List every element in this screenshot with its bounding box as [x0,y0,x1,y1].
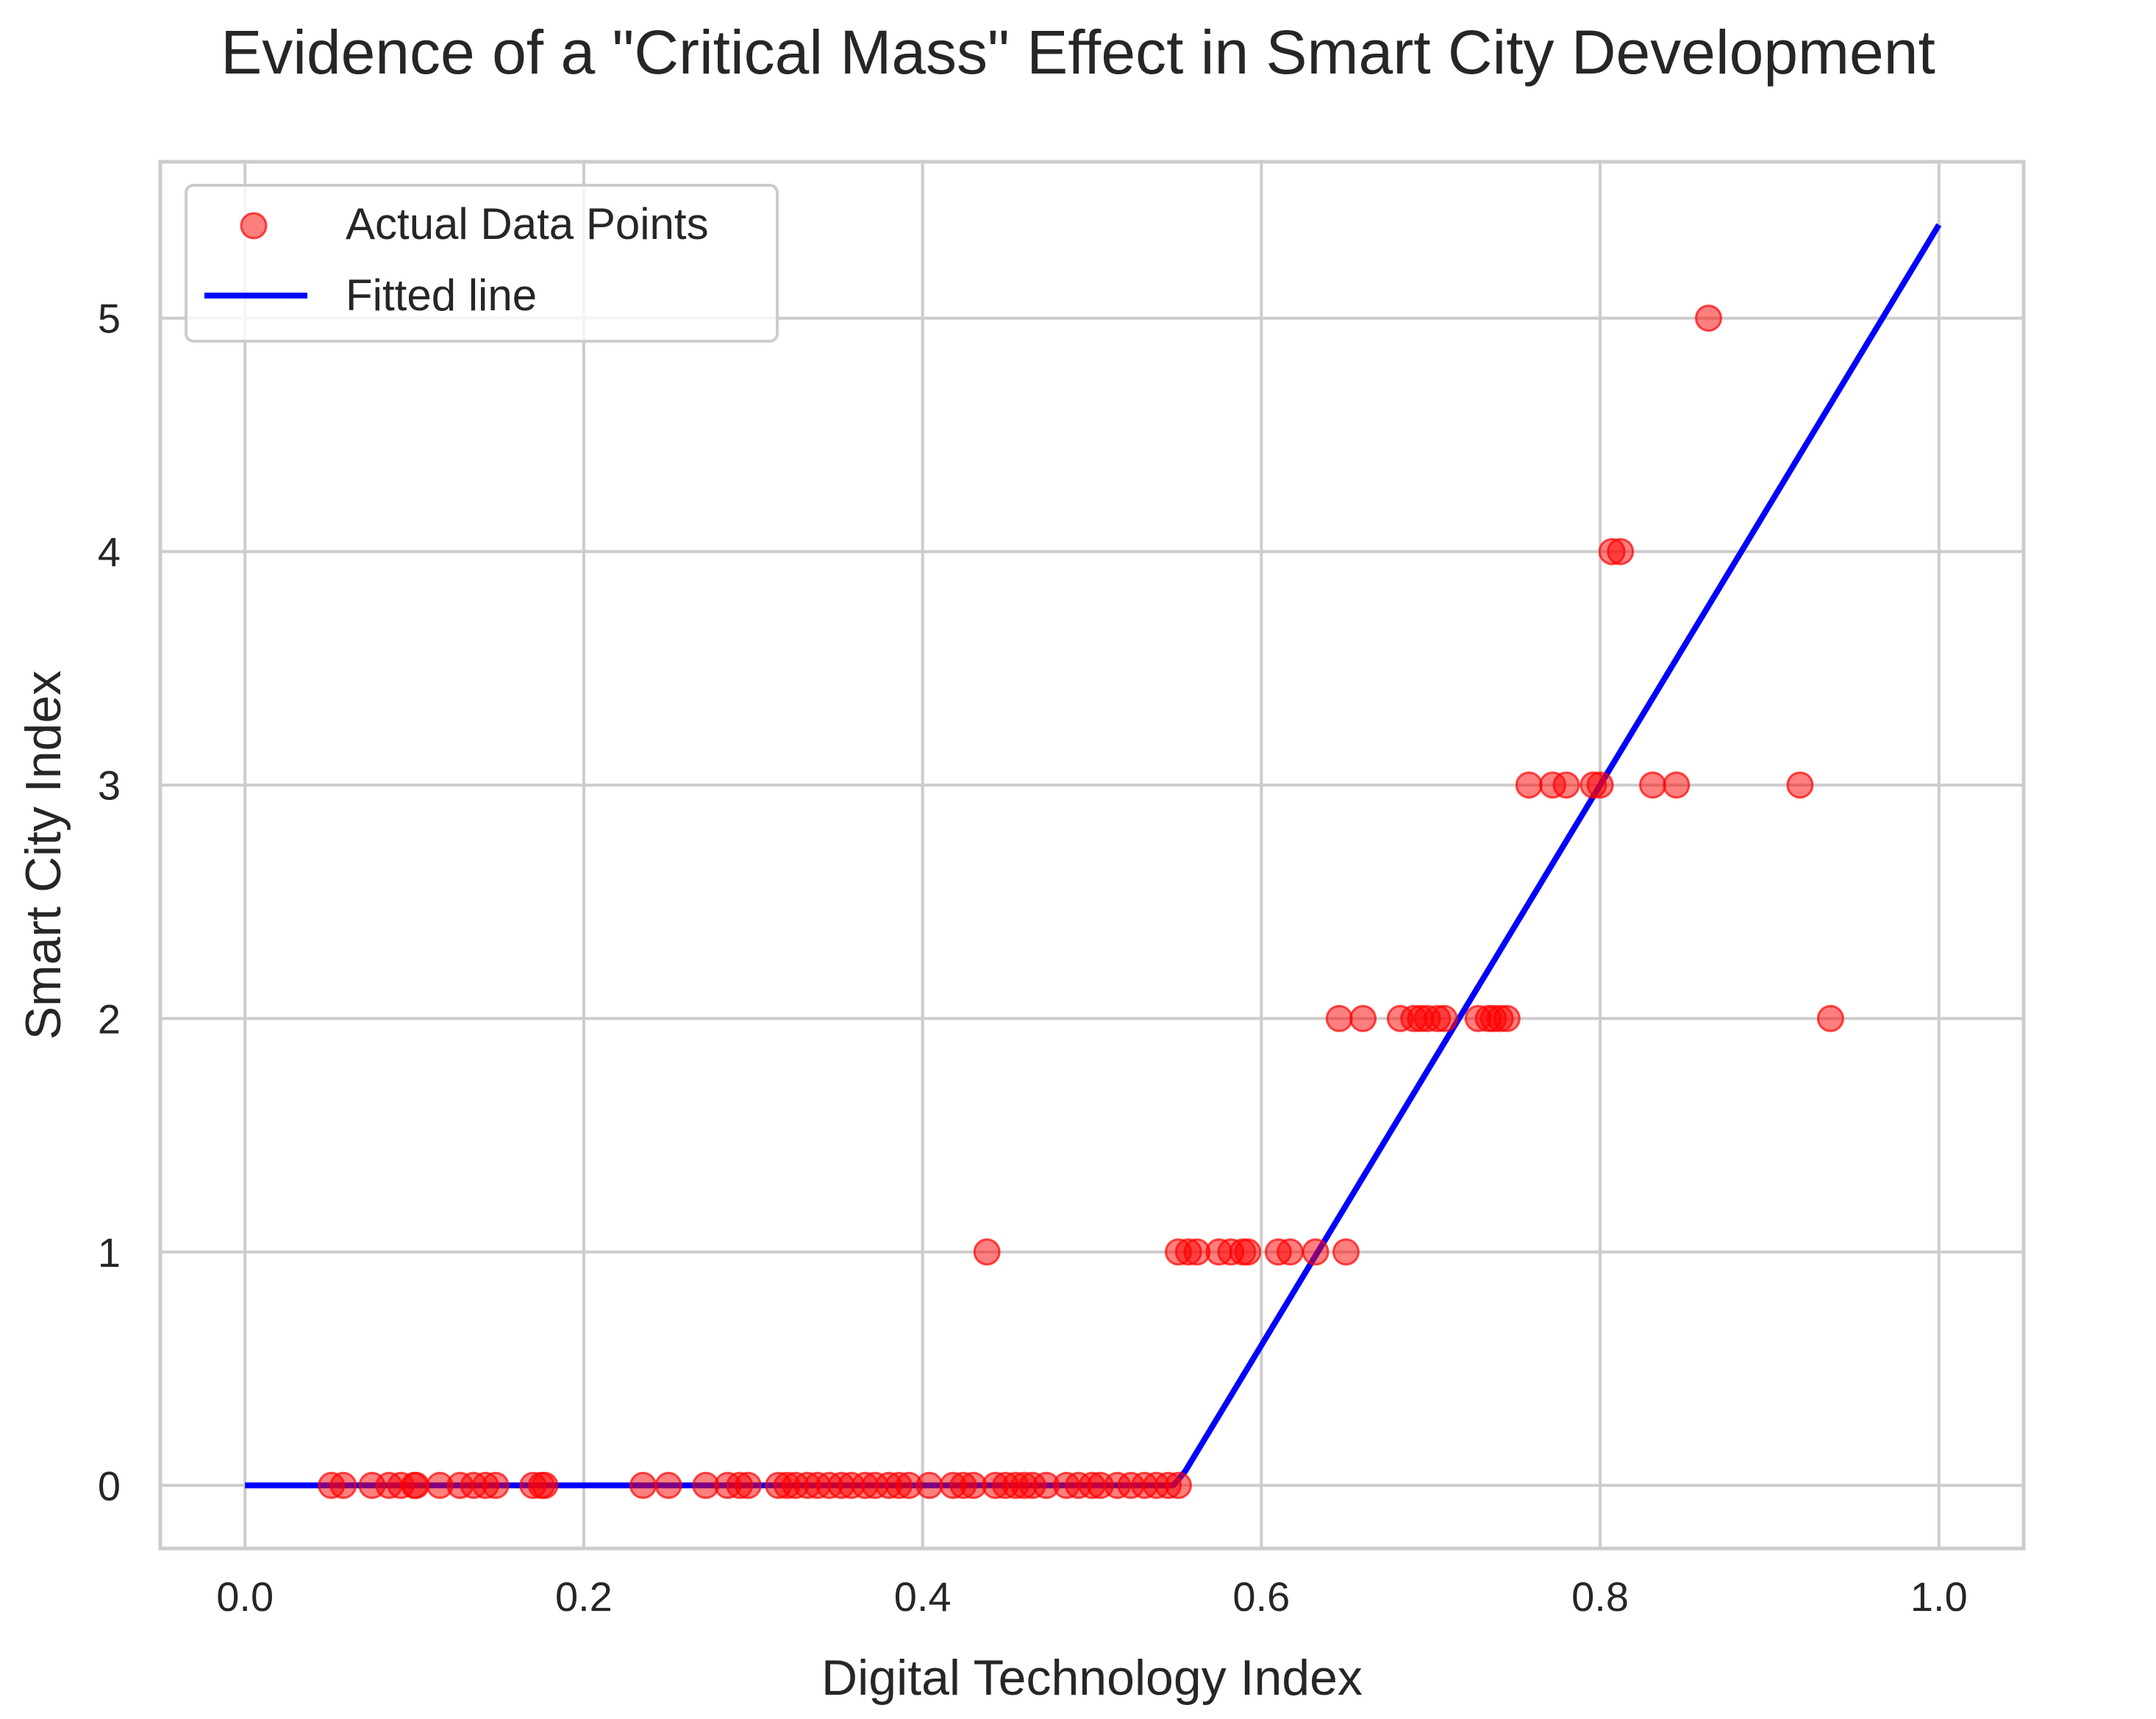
y-tick-label: 3 [98,762,121,809]
data-point [1695,304,1722,332]
plot-frame [158,160,2026,1551]
y-tick-label: 2 [98,996,121,1042]
x-tick-label: 0.8 [1571,1573,1629,1620]
data-point [1332,1238,1360,1266]
data-point [1552,771,1580,799]
legend-scatter-marker [240,212,268,240]
data-point [654,1471,682,1499]
grid [160,162,2024,1548]
axis-ticks: 0.0 0.2 0.4 0.6 0.8 1.0 0 1 2 3 4 5 [98,296,1968,1620]
legend-label-actual-data-points: Actual Data Points [346,199,709,249]
data-point [1165,1471,1192,1499]
data-point [329,1471,357,1499]
legend-label-fitted-line: Fitted line [346,271,537,320]
y-tick-label: 1 [98,1229,121,1276]
x-tick-label: 1.0 [1910,1573,1968,1620]
y-tick-label: 4 [98,529,121,575]
data-point [1325,1004,1353,1032]
data-point [1607,537,1635,565]
x-tick-label: 0.4 [894,1573,952,1620]
data-point [1234,1238,1262,1266]
x-tick-label: 0.2 [555,1573,613,1620]
data-point [1430,1004,1458,1032]
y-tick-label: 0 [98,1462,121,1509]
data-point [1816,1004,1844,1032]
data-point [1277,1238,1304,1266]
data-point [1302,1238,1329,1266]
data-point [629,1471,657,1499]
legend: Actual Data Points Fitted line [185,184,779,343]
data-point [734,1471,762,1499]
data-point [1663,771,1691,799]
data-points-layer [318,304,1844,1499]
data-point [531,1471,559,1499]
data-point [1586,771,1614,799]
data-point [973,1238,1001,1266]
data-point [915,1471,943,1499]
legend-box [185,184,779,343]
data-point [1639,771,1666,799]
data-point [1786,771,1814,799]
data-point [402,1471,430,1499]
y-tick-label: 5 [98,296,121,342]
x-tick-label: 0.6 [1232,1573,1290,1620]
data-point [482,1471,510,1499]
x-axis-label: Digital Technology Index [821,1650,1363,1706]
x-tick-label: 0.0 [216,1573,274,1620]
data-point [1493,1004,1521,1032]
chart-title: Evidence of a "Critical Mass" Effect in … [221,18,1935,87]
data-point [1515,771,1543,799]
data-point [1349,1004,1377,1032]
y-axis-label: Smart City Index [15,671,71,1040]
